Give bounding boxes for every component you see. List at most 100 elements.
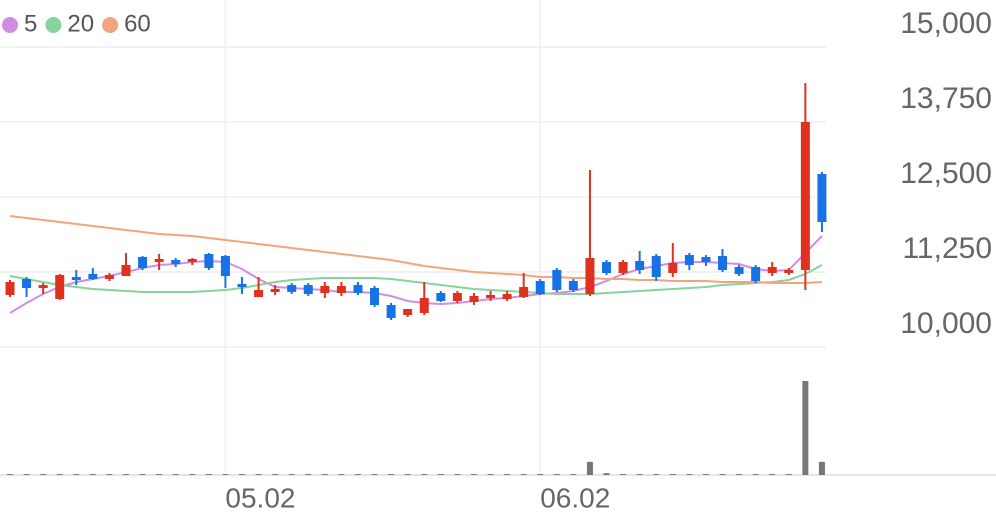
candle-body xyxy=(751,267,761,281)
legend-marker xyxy=(45,17,62,33)
volume-bar xyxy=(769,474,776,475)
candle-body xyxy=(88,273,98,280)
ma-line xyxy=(9,235,823,314)
volume-bar xyxy=(537,474,544,475)
candle-body xyxy=(121,264,131,277)
volume-bar xyxy=(321,474,328,475)
candle-body xyxy=(38,285,48,289)
legend-label: 60 xyxy=(124,10,151,37)
candle-body xyxy=(104,275,114,280)
volume-bar xyxy=(305,474,312,475)
volume-bar xyxy=(139,474,146,475)
candle-body xyxy=(519,287,529,298)
volume-bar xyxy=(56,474,63,475)
y-tick-label: 11,250 xyxy=(902,232,992,265)
volume-bar xyxy=(156,474,163,475)
ma-line xyxy=(9,215,822,284)
candle-body xyxy=(287,285,297,292)
candle-body xyxy=(419,297,429,313)
volume-bar xyxy=(7,474,13,475)
candle-body xyxy=(486,294,496,298)
volume-bar xyxy=(122,474,129,475)
volume-bar xyxy=(620,474,627,475)
candle-body xyxy=(734,267,744,274)
candle-body xyxy=(502,294,512,299)
candle-body xyxy=(552,270,562,290)
volume-bar xyxy=(89,474,96,475)
volume-bar xyxy=(454,474,461,475)
candle-body xyxy=(602,261,612,274)
candle-body xyxy=(270,288,280,292)
candle-body xyxy=(303,285,313,295)
volume-bar xyxy=(371,474,378,475)
volume-bar xyxy=(752,474,759,475)
volume-bar xyxy=(388,474,395,475)
volume-bar xyxy=(421,474,428,475)
volume-bar xyxy=(736,474,743,475)
volume-bar xyxy=(802,381,809,475)
candle-body xyxy=(353,285,363,293)
candle-body xyxy=(187,258,197,262)
volume-bar xyxy=(785,474,792,475)
legend-marker xyxy=(2,17,18,33)
volume-bar xyxy=(520,474,527,475)
candle-body xyxy=(651,255,661,277)
candle-body xyxy=(436,293,446,301)
volume-bar xyxy=(222,474,229,475)
volume-bar xyxy=(272,474,279,475)
candle-body xyxy=(254,290,264,298)
volume-bar xyxy=(570,474,577,475)
candle-body xyxy=(668,263,678,274)
candle-body xyxy=(701,257,711,262)
candle-body xyxy=(55,275,65,299)
candle-body xyxy=(469,296,479,302)
candle-body xyxy=(452,293,462,301)
y-tick-label: 12,500 xyxy=(900,157,992,190)
candle-body xyxy=(568,281,578,290)
candle-body xyxy=(237,284,247,287)
candle-body xyxy=(154,258,164,262)
volume-bar xyxy=(189,474,196,475)
volume-bar xyxy=(487,474,494,475)
volume-bar xyxy=(238,474,245,475)
candle-body xyxy=(320,285,330,293)
volume-bar xyxy=(437,474,444,475)
volume-bar xyxy=(504,474,511,475)
candle-body xyxy=(71,276,81,280)
volume-bar xyxy=(653,474,660,475)
volume-bar xyxy=(106,474,113,475)
volume-bar xyxy=(603,473,610,475)
candle-body xyxy=(5,282,15,295)
candle-body xyxy=(403,309,413,316)
candle-body xyxy=(585,258,595,295)
volume-bar xyxy=(354,474,361,475)
y-tick-label: 15,000 xyxy=(900,7,992,40)
legend-marker xyxy=(102,17,119,33)
volume-bar xyxy=(719,474,726,475)
volume-bar xyxy=(686,474,693,475)
ma-line xyxy=(9,264,823,295)
candle-body xyxy=(220,255,230,277)
volume-bar xyxy=(553,474,560,475)
candle-body xyxy=(618,261,628,274)
candle-body xyxy=(535,281,545,295)
candle-body xyxy=(784,270,794,274)
volume-bar xyxy=(636,474,643,475)
volume-bar xyxy=(23,474,30,475)
candle-body xyxy=(718,255,728,271)
candle-body xyxy=(684,255,694,265)
candle-body xyxy=(767,267,777,274)
legend-label: 20 xyxy=(67,10,94,37)
candle-body xyxy=(817,174,827,223)
x-tick-label: 06.02 xyxy=(540,482,610,513)
volume-bar xyxy=(404,474,411,475)
candle-body xyxy=(138,257,148,268)
candle-body xyxy=(204,254,214,268)
volume-bar xyxy=(172,474,179,475)
candle-body xyxy=(22,279,32,289)
legend-label: 5 xyxy=(24,10,37,37)
y-tick-label: 10,000 xyxy=(900,307,992,340)
y-tick-label: 13,750 xyxy=(900,82,992,115)
volume-bar xyxy=(586,461,593,475)
